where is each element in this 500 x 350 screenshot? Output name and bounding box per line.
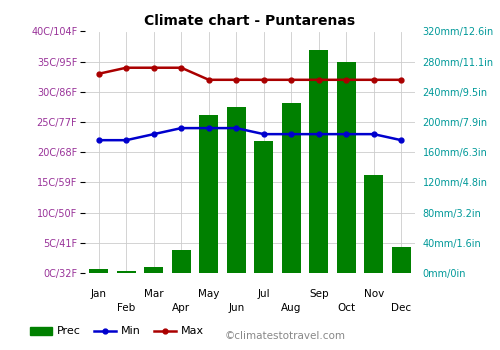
Text: Mar: Mar [144, 289, 164, 299]
Bar [254, 141, 274, 273]
Text: Nov: Nov [364, 289, 384, 299]
Text: Feb: Feb [117, 303, 136, 313]
Bar [336, 62, 356, 273]
Bar [282, 103, 301, 273]
Bar [226, 107, 246, 273]
Text: Oct: Oct [337, 303, 355, 313]
Text: May: May [198, 289, 220, 299]
Bar [392, 247, 411, 273]
Text: Jan: Jan [91, 289, 107, 299]
Text: Sep: Sep [309, 289, 328, 299]
Text: Jun: Jun [228, 303, 244, 313]
Text: Dec: Dec [391, 303, 411, 313]
Text: Jul: Jul [258, 289, 270, 299]
Bar [199, 114, 218, 273]
Legend: Prec, Min, Max: Prec, Min, Max [26, 322, 208, 341]
Bar [116, 271, 136, 273]
Bar [172, 250, 191, 273]
Bar [364, 175, 384, 273]
Title: Climate chart - Puntarenas: Climate chart - Puntarenas [144, 14, 356, 28]
Text: Aug: Aug [281, 303, 301, 313]
Bar [89, 269, 108, 273]
Bar [309, 50, 328, 273]
Text: ©climatestotravel.com: ©climatestotravel.com [225, 331, 346, 341]
Text: Apr: Apr [172, 303, 191, 313]
Bar [144, 267, 164, 273]
